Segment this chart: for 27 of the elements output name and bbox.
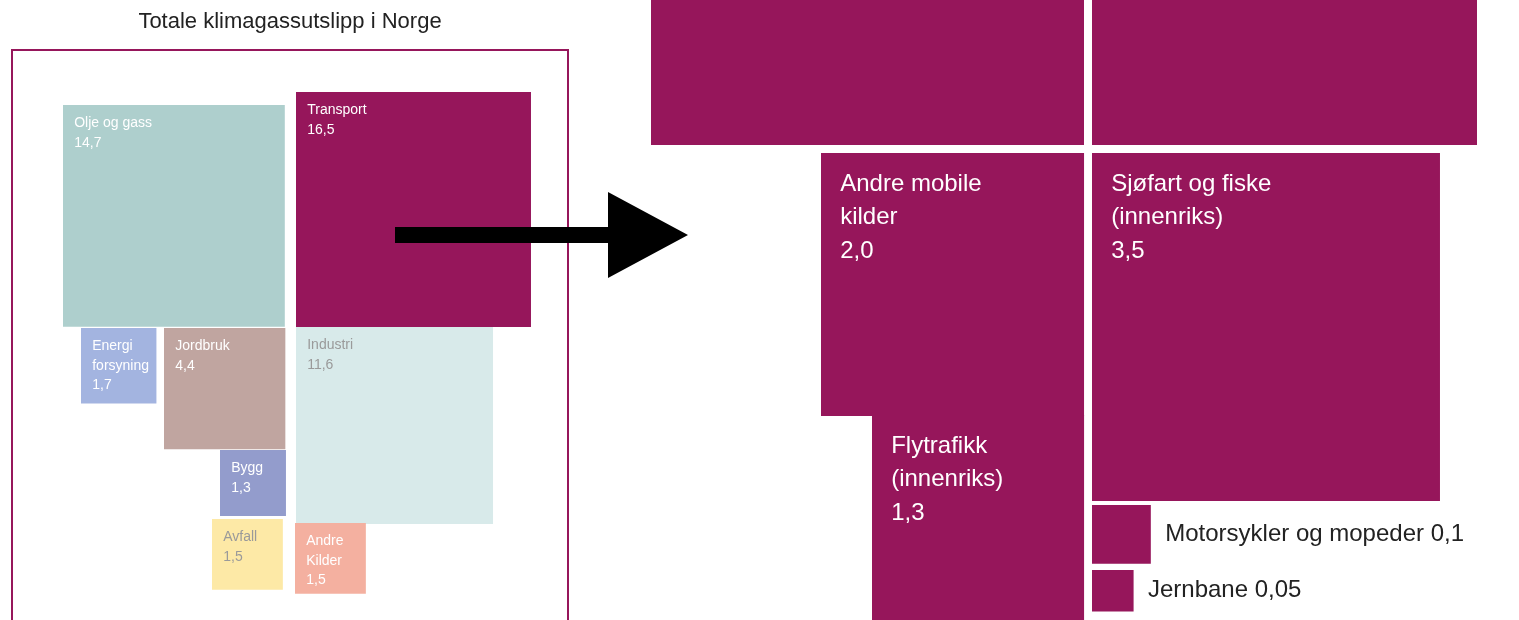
category-label: Transport: [307, 101, 367, 118]
data-label: 2,0: [840, 236, 874, 264]
data-label: 4,4: [175, 356, 195, 373]
category-label: Jordbruk: [175, 337, 231, 354]
category-label: Flytrafikk (innenriks): [891, 430, 1004, 492]
category-label: Sjøfart og fiske (innenriks): [1111, 168, 1272, 230]
data-label: 0,1: [1430, 519, 1465, 547]
data-label: 1,5: [306, 571, 326, 588]
category-label: Andre Kilder: [306, 532, 344, 568]
data-label: 14,7: [74, 133, 102, 150]
data-label: 16,5: [307, 120, 335, 137]
data-label: 1,7: [92, 376, 112, 393]
category-label: Bygg: [231, 459, 264, 476]
category-label: Industri: [307, 336, 354, 353]
category-label: Avfall: [223, 528, 258, 545]
data-label: 1,3: [891, 498, 925, 526]
data-label: 3,5: [1111, 236, 1145, 264]
data-label: 1,5: [223, 547, 243, 564]
data-label: 1,3: [231, 478, 251, 495]
category-label: Jernbane: [1147, 575, 1249, 603]
category-label: Motorsykler og mopeder: [1165, 519, 1424, 547]
category-label: Energi forsyning: [92, 337, 150, 373]
data-label: 0,05: [1254, 575, 1302, 603]
data-label: 11,6: [307, 355, 334, 372]
category-label: Andre mobile kilder: [840, 168, 982, 230]
text: Totale klimagassutslipp i Norge: [138, 8, 442, 34]
category-label: Olje og gass: [74, 114, 153, 131]
